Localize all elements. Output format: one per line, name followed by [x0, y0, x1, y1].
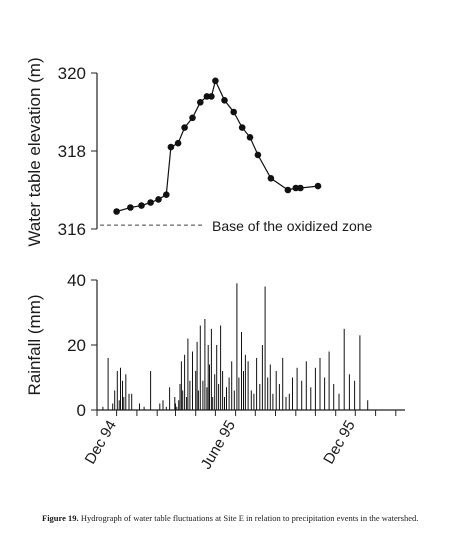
water-table-point — [197, 99, 204, 106]
bottom-y-tick-label-0: 0 — [77, 401, 86, 420]
bottom-y-tick-label-20: 20 — [67, 336, 86, 355]
water-table-point — [230, 108, 237, 116]
water-table-point — [138, 202, 145, 209]
water-table-point — [163, 191, 170, 198]
rainfall-bars — [102, 283, 369, 410]
top-y-tick-label-320: 320 — [58, 64, 86, 83]
figure-caption: Figure 19. Hydrograph of water table flu… — [42, 513, 462, 524]
water-table-point — [174, 139, 182, 147]
x-tick-labels: Dec 94 June 95 Dec 95 — [82, 418, 359, 473]
figure-caption-label: Figure 19. — [42, 513, 79, 523]
water-table-point — [208, 93, 215, 100]
water-table-point — [246, 134, 254, 141]
water-table-point — [314, 182, 322, 190]
water-table-panel: 316 318 320 Water table elevation (m) Ba… — [25, 57, 373, 246]
water-table-point — [181, 124, 188, 131]
water-table-point — [292, 184, 300, 192]
water-table-point — [147, 199, 154, 206]
water-table-point — [212, 77, 219, 85]
rainfall-panel: 0 20 40 Rainfall (mm) Dec 94 June 95 Dec 9… — [25, 271, 405, 472]
water-table-point — [297, 184, 304, 192]
water-table-series — [113, 77, 322, 215]
water-table-point — [267, 175, 275, 182]
water-table-point — [127, 204, 134, 211]
top-y-tick-label-316: 316 — [58, 220, 86, 239]
water-table-point — [221, 97, 228, 104]
water-table-point — [167, 143, 175, 151]
figure-caption-text: Hydrograph of water table fluctuations a… — [78, 513, 419, 523]
top-y-axis-label: Water table elevation (m) — [25, 57, 44, 246]
water-table-point — [238, 124, 246, 131]
bottom-y-tick-label-40: 40 — [67, 271, 86, 290]
month-ticks — [96, 410, 397, 416]
water-table-point — [155, 196, 162, 203]
water-table-point — [284, 186, 292, 194]
x-tick-label: Dec 94 — [82, 418, 120, 468]
x-tick-label: June 95 — [198, 418, 239, 473]
water-table-point — [189, 114, 196, 122]
bottom-y-axis-label: Rainfall (mm) — [25, 294, 44, 395]
water-table-point — [254, 151, 262, 159]
oxidized-zone-label: Base of the oxidized zone — [212, 218, 373, 234]
x-tick-label: Dec 95 — [320, 418, 358, 468]
water-table-point — [113, 208, 120, 215]
top-y-tick-label-318: 318 — [58, 142, 86, 161]
